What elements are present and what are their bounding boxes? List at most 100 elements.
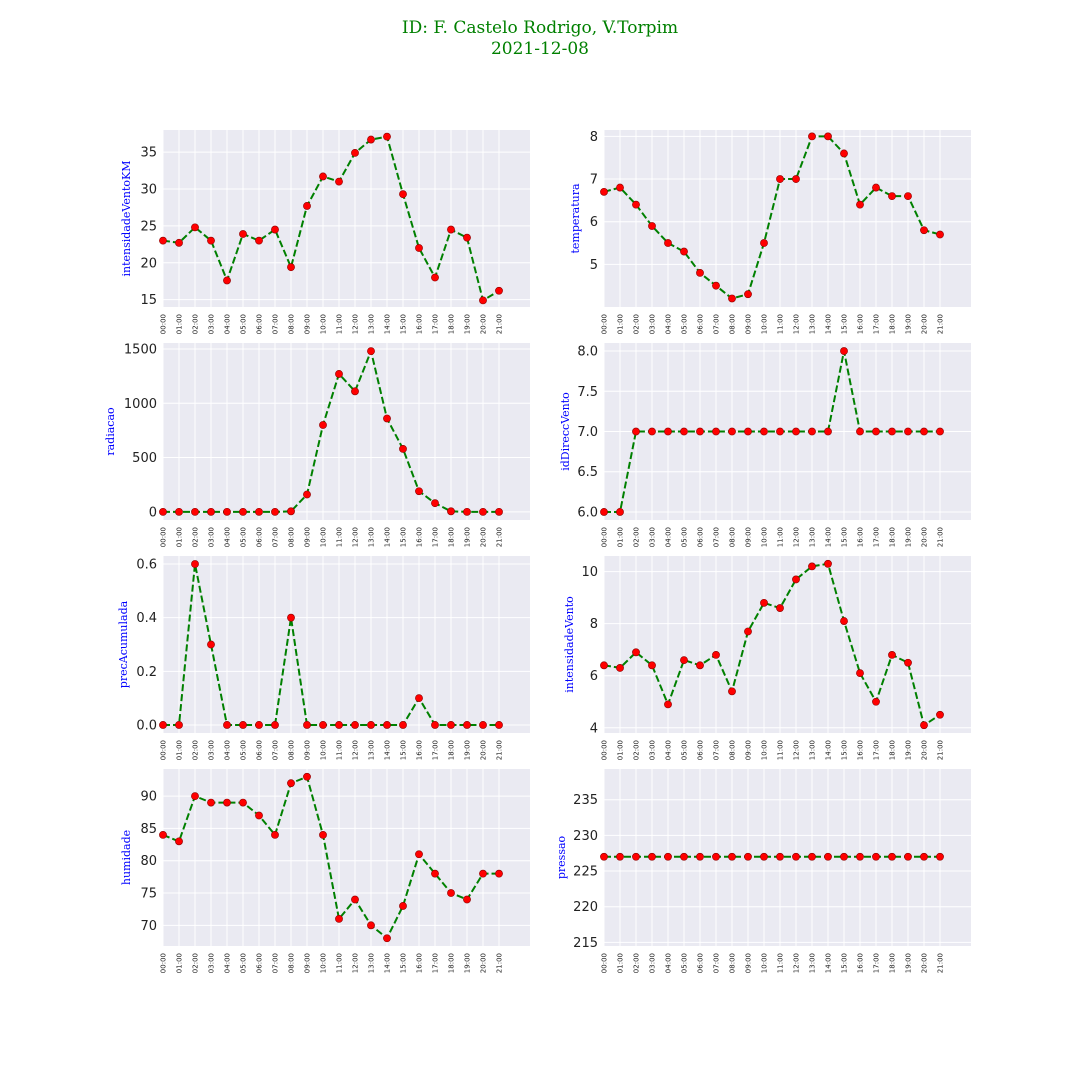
y-tick-label: 0.0: [136, 718, 157, 733]
data-point: [648, 661, 656, 670]
x-tick-label: 02:00: [192, 314, 200, 334]
y-tick-label: 15: [140, 293, 157, 308]
x-tick-label: 03:00: [649, 527, 657, 547]
data-point: [808, 852, 816, 861]
x-tick-label: 21:00: [496, 740, 504, 760]
data-point: [367, 721, 375, 729]
chart-panel-6: 4 6 8 10 00:00 01:00 02:00 03:00 04:00 05:00 06:00…: [563, 556, 971, 760]
x-tick-label: 06:00: [697, 740, 705, 760]
x-tick-label: 01:00: [176, 740, 184, 760]
data-point: [415, 244, 423, 252]
data-point: [335, 177, 343, 186]
data-point: [648, 427, 656, 436]
data-point: [159, 507, 167, 516]
chart-panel-1: 15 20 25 30 35 00:00 01:00 02:00 03:00 04:00 05:00…: [120, 130, 530, 334]
series-line: [162, 775, 499, 940]
figure-title: ID: F. Castelo Rodrigo, V.Torpim 2021-12…: [0, 18, 1080, 60]
series-line: [604, 350, 940, 513]
data-point: [728, 687, 736, 696]
x-tick-label: 21:00: [496, 314, 504, 334]
data-point: [239, 507, 247, 516]
chart-panel-2: 5 6 7 8 00:00 01:00 02:00 03:00 04:00 05:00 06:00 0…: [569, 130, 971, 334]
x-tick-label: 18:00: [889, 953, 897, 973]
data-point: [479, 869, 487, 878]
x-tick-label: 17:00: [432, 740, 440, 760]
x-tick-label: 12:00: [793, 527, 801, 547]
data-point: [159, 236, 167, 245]
data-point: [888, 427, 896, 436]
y-axis-label: idDireccVento: [559, 392, 572, 471]
x-tick-label: 05:00: [240, 314, 248, 334]
data-point: [872, 852, 880, 861]
x-tick-label: 16:00: [416, 314, 424, 334]
series-line: [603, 562, 941, 727]
data-point: [303, 490, 311, 499]
data-point: [712, 852, 720, 861]
data-point: [207, 507, 215, 516]
data-point: [600, 661, 608, 670]
data-point: [159, 721, 167, 729]
data-point: [351, 721, 359, 729]
x-tick-label: 01:00: [617, 953, 625, 973]
data-point: [936, 427, 944, 436]
y-tick-label: 1000: [124, 397, 157, 412]
y-tick-label: 10: [581, 565, 598, 580]
y-tick-label: 1500: [124, 342, 157, 357]
x-tick-label: 11:00: [336, 740, 344, 760]
x-tick-label: 20:00: [921, 314, 929, 334]
data-point: [479, 507, 487, 516]
data-point: [744, 427, 752, 436]
data-point: [920, 721, 928, 730]
x-tick-label: 17:00: [432, 314, 440, 334]
data-point: [872, 427, 880, 436]
y-tick-label: 20: [140, 256, 157, 271]
data-point: [175, 507, 183, 516]
x-tick-label: 05:00: [681, 527, 689, 547]
x-tick-label: 04:00: [224, 740, 232, 760]
x-tick-label: 18:00: [448, 740, 456, 760]
x-tick-label: 07:00: [272, 953, 280, 973]
data-point: [495, 507, 503, 516]
data-point: [335, 721, 343, 729]
y-tick-label: 230: [573, 829, 598, 844]
data-point: [367, 135, 375, 144]
x-tick-label: 10:00: [761, 314, 769, 334]
data-point: [776, 852, 784, 861]
x-tick-label: 09:00: [745, 953, 753, 973]
data-point: [367, 347, 375, 356]
data-point: [383, 132, 391, 141]
data-point: [744, 627, 752, 636]
data-point: [255, 236, 263, 245]
x-tick-label: 07:00: [713, 740, 721, 760]
x-tick-label: 06:00: [697, 314, 705, 334]
x-tick-label: 17:00: [873, 953, 881, 973]
x-tick-label: 17:00: [432, 527, 440, 547]
x-tick-label: 15:00: [841, 314, 849, 334]
data-point: [664, 852, 672, 861]
y-tick-label: 6.5: [577, 465, 598, 480]
x-tick-label: 02:00: [192, 740, 200, 760]
y-axis-label: precAcumulada: [117, 600, 130, 688]
x-tick-label: 20:00: [480, 314, 488, 334]
data-point: [207, 640, 215, 649]
data-point: [319, 172, 327, 181]
y-tick-label: 70: [140, 919, 157, 934]
data-point: [632, 427, 640, 436]
data-point: [447, 225, 455, 234]
data-point: [319, 721, 327, 729]
data-point: [824, 559, 832, 568]
x-tick-label: 01:00: [176, 314, 184, 334]
x-tick-label: 01:00: [617, 314, 625, 334]
x-tick-label: 13:00: [809, 314, 817, 334]
data-point: [680, 852, 688, 861]
x-tick-label: 15:00: [841, 953, 849, 973]
x-tick-label: 10:00: [320, 314, 328, 334]
x-tick-label: 13:00: [809, 740, 817, 760]
x-tick-label: 19:00: [464, 314, 472, 334]
data-point: [696, 661, 704, 670]
y-axis-label: intensidadeVento: [563, 596, 576, 693]
x-tick-label: 19:00: [464, 527, 472, 547]
x-tick-label: 12:00: [352, 314, 360, 334]
x-tick-label: 08:00: [288, 527, 296, 547]
